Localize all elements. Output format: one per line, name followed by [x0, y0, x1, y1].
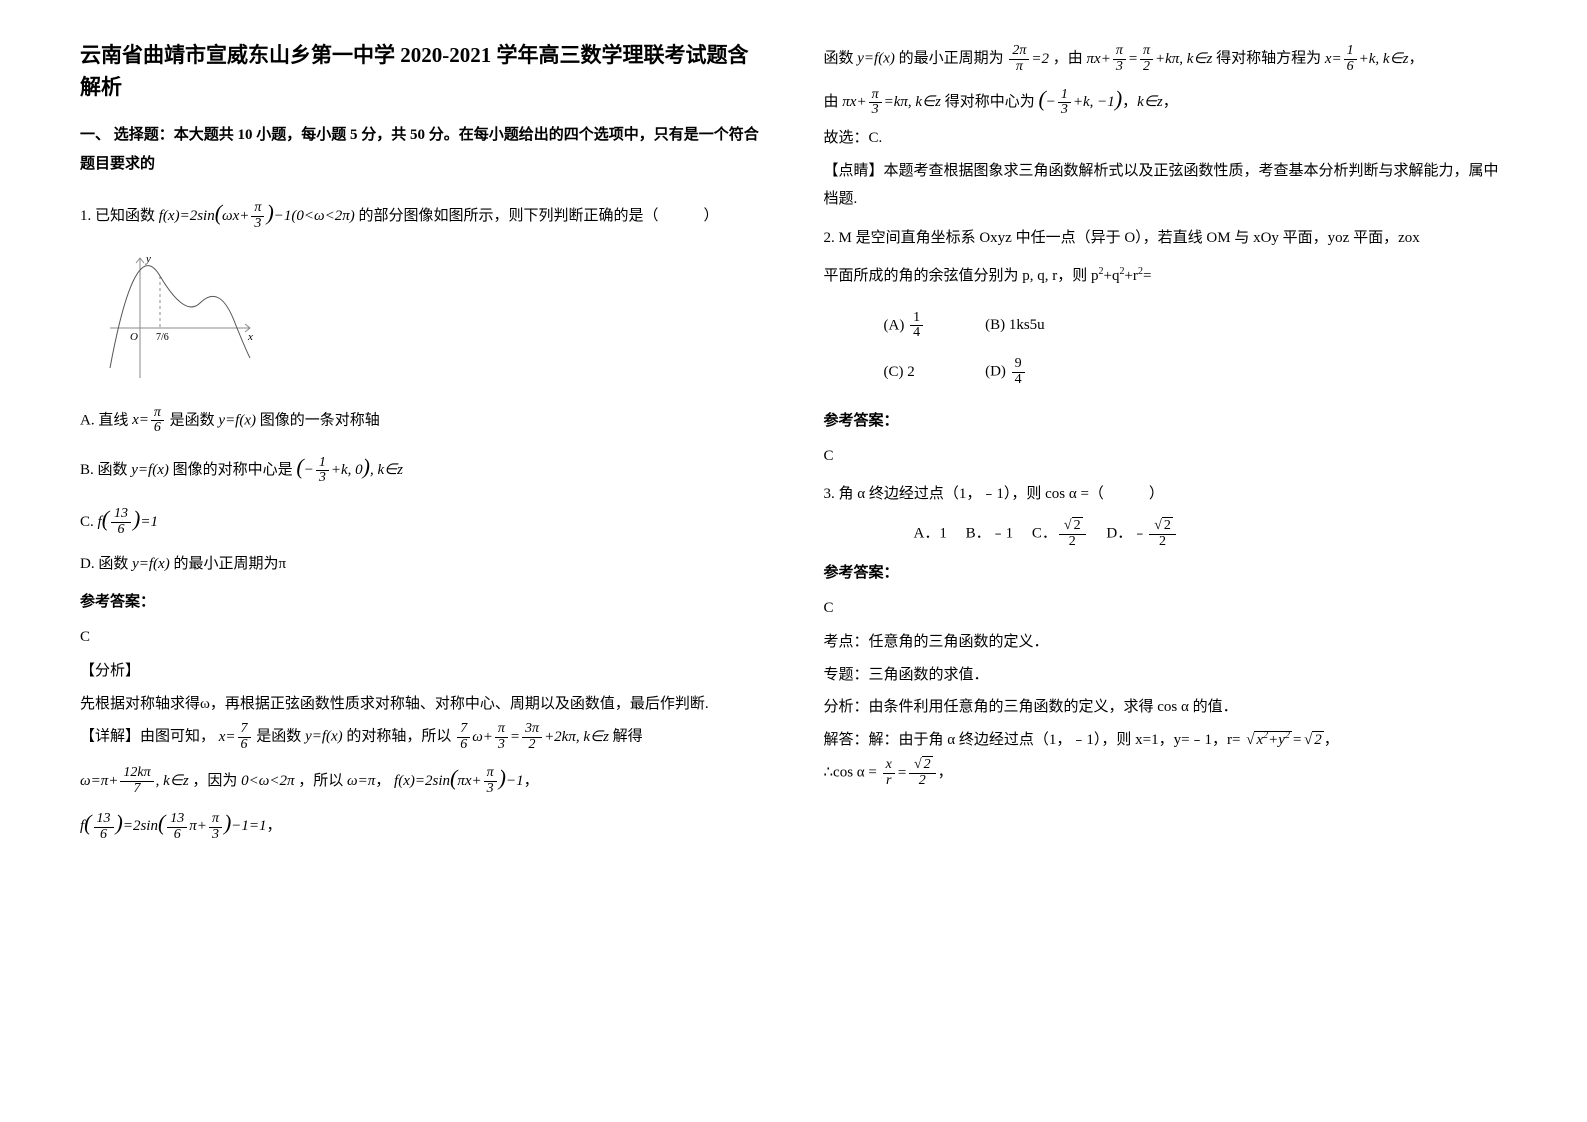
q3-a: A．1 — [914, 526, 947, 542]
q3-topic: 考点：任意角的三角函数的定义． — [824, 628, 1508, 657]
analysis-label: 【分析】 — [80, 657, 764, 686]
q1a-eq: x=π6 — [132, 412, 170, 428]
q1-formula: f(x)=2sin​(ωx+π3)−1(0<ω<2π) — [159, 208, 359, 224]
detail-label: 【详解】由图可知， — [80, 729, 215, 745]
c2l2b: 得对称中心为 — [945, 94, 1035, 110]
q2-answer: C — [824, 442, 1508, 471]
c2l1d: 得对称轴方程为 — [1216, 51, 1321, 67]
q1-line-f136: f(136)=2sin(136π+π3)−1=1， — [80, 802, 764, 844]
q2l2-suf: = — [1143, 268, 1151, 284]
q2-a: (A) — [884, 317, 905, 333]
q1d-fx: y=f(x) — [132, 556, 173, 572]
q3-c: C． — [1032, 526, 1057, 542]
q1-option-d: D. 函数 y=f(x) 的最小正周期为π — [80, 550, 764, 579]
q3-last-text: ∴cos α = — [824, 765, 877, 781]
q1-suffix: 的部分图像如图所示，则下列判断正确的是（ ） — [358, 208, 718, 224]
so: ，所以 — [298, 773, 343, 789]
svg-text:O: O — [130, 331, 138, 343]
c2-fx: y=f(x) — [857, 51, 898, 67]
c2l2a: 由 — [824, 94, 839, 110]
q1c-pre: C. — [80, 514, 98, 530]
q1d-suf: 的最小正周期为π — [173, 556, 286, 572]
q1-det-x: x=76 — [219, 729, 257, 745]
omega-eq: ω=π+12kπ7, k∈z — [80, 773, 189, 789]
page-title: 云南省曲靖市宣威东山乡第一中学 2020-2021 学年高三数学理联考试题含解析 — [80, 40, 764, 103]
q3-options: A．1 B．﹣1 C．22 D．﹣22 — [914, 519, 1508, 549]
c2l1b: 的最小正周期为 — [899, 51, 1004, 67]
q1-det-fx: y=f(x) — [305, 729, 346, 745]
omega-pi: ω=π — [347, 773, 375, 789]
c2-period: 2ππ=2 — [1007, 51, 1052, 67]
q2l2-pre: 平面所成的角的余弦值分别为 p, q, r，则 p — [824, 268, 1099, 284]
question-1-stem: 1. 已知函数 f(x)=2sin​(ωx+π3)−1(0<ω<2π) 的部分图… — [80, 192, 764, 234]
q1b-fx: y=f(x) — [131, 462, 172, 478]
f136-eq: f(136)=2sin(136π+π3)−1=1 — [80, 818, 267, 834]
col2-line2: 由 πx+π3=kπ, k∈z 得对称中心为 (−13+k, −1)，k∈z， — [824, 78, 1508, 120]
q1-graph: y x O 7/6 — [100, 248, 260, 388]
c2l1c: ，由 — [1053, 51, 1083, 67]
c2-axis-x: x=16+k, k∈z — [1325, 51, 1409, 67]
q3-d: D．﹣ — [1106, 526, 1147, 542]
q2-b: (B) 1ks5u — [985, 303, 1105, 349]
q3-r-eq: x2+y2=2 — [1244, 732, 1324, 748]
ref-answer-label-3: 参考答案： — [824, 559, 1508, 588]
q1d-pre: D. 函数 — [80, 556, 128, 572]
svg-text:y: y — [145, 253, 151, 265]
c2-center-eq: πx+π3=kπ, k∈z — [842, 94, 944, 110]
det-mid2: 的对称轴，所以 — [346, 729, 451, 745]
q1a-fx: y=f(x) — [218, 412, 259, 428]
col2-select: 故选：C. — [824, 124, 1508, 153]
q3-last-eq: xr=22 — [881, 765, 938, 781]
q1a-pre: A. 直线 — [80, 412, 128, 428]
because: ，因为 — [192, 773, 237, 789]
q1c-eq: f(136)=1 — [98, 514, 158, 530]
det-tail: 解得 — [613, 729, 643, 745]
c2l1a: 函数 — [824, 51, 854, 67]
ref-answer-label-2: 参考答案： — [824, 407, 1508, 436]
q3-solve-pre: 解答：解：由于角 α 终边经过点（1，﹣1），则 x=1，y=﹣1，r= — [824, 732, 1241, 748]
q1-detail: 【详解】由图可知， x=76 是函数 y=f(x) 的对称轴，所以 76ω+π3… — [80, 722, 764, 752]
q1-prefix: 1. 已知函数 — [80, 208, 155, 224]
q1b-pt: (−13+k, 0), k∈z — [296, 462, 403, 478]
q3-last: ∴cos α = xr=22， — [824, 758, 1508, 788]
q3-subject: 专题：三角函数的求值． — [824, 661, 1508, 690]
q1a-mid: 是函数 — [170, 412, 215, 428]
question-3-stem: 3. 角 α 终边经过点（1，﹣1），则 cos α =（ ） — [824, 480, 1508, 509]
q1-det-eq2: 76ω+π3=3π2+2kπ, k∈z — [455, 729, 612, 745]
col2-line1: 函数 y=f(x) 的最小正周期为 2ππ=2 ，由 πx+π3=π2+kπ, … — [824, 44, 1508, 74]
q1b-pre: B. 函数 — [80, 462, 128, 478]
q1-option-a: A. 直线 x=π6 是函数 y=f(x) 图像的一条对称轴 — [80, 406, 764, 436]
section-intro: 一、 选择题：本大题共 10 小题，每小题 5 分，共 50 分。在每小题给出的… — [80, 121, 764, 178]
question-2-line2: 平面所成的角的余弦值分别为 p, q, r，则 p2+q2+r2= — [824, 262, 1508, 291]
q1-answer: C — [80, 623, 764, 652]
q1b-mid: 图像的对称中心是 — [173, 462, 293, 478]
det-mid1: 是函数 — [256, 729, 301, 745]
q1-option-c: C. f(136)=1 — [80, 498, 764, 540]
q3-solve: 解答：解：由于角 α 终边经过点（1，﹣1），则 x=1，y=﹣1，r= x2+… — [824, 726, 1508, 755]
ref-answer-label: 参考答案： — [80, 588, 764, 617]
q1a-suf: 图像的一条对称轴 — [260, 412, 380, 428]
bound-eq: 0<ω<2π — [241, 773, 294, 789]
q2-d: (D) — [985, 364, 1006, 380]
q3-b: B．﹣1 — [966, 526, 1014, 542]
q2-c: (C) 2 — [884, 349, 986, 395]
fx-final: f(x)=2sin(πx+π3)−1 — [394, 773, 524, 789]
q1-option-b: B. 函数 y=f(x) 图像的对称中心是 (−13+k, 0), k∈z — [80, 446, 764, 488]
q2-options: (A) 14 (B) 1ks5u (C) 2 (D) 94 — [884, 303, 1105, 396]
svg-text:x: x — [247, 331, 253, 343]
q1-analysis-text: 先根据对称轴求得ω，再根据正弦函数性质求对称轴、对称中心、周期以及函数值，最后作… — [80, 690, 764, 719]
q3-answer: C — [824, 594, 1508, 623]
c2-axis-eq: πx+π3=π2+kπ, k∈z — [1087, 51, 1217, 67]
q1-line-omega: ω=π+12kπ7, k∈z ，因为 0<ω<2π ，所以 ω=π， f(x)=… — [80, 757, 764, 799]
c2-center-pt: (−13+k, −1) — [1038, 94, 1122, 110]
question-2-line1: 2. M 是空间直角坐标系 Oxyz 中任一点（异于 O），若直线 OM 与 x… — [824, 224, 1508, 253]
svg-text:7/6: 7/6 — [156, 332, 169, 343]
col2-comment: 【点睛】本题考查根据图象求三角函数解析式以及正弦函数性质，考查基本分析判断与求解… — [824, 157, 1508, 214]
q3-analysis: 分析：由条件利用任意角的三角函数的定义，求得 cos α 的值． — [824, 693, 1508, 722]
